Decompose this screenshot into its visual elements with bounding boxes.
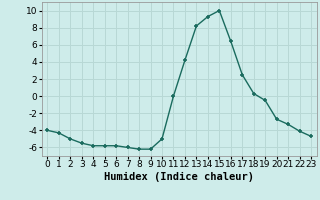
X-axis label: Humidex (Indice chaleur): Humidex (Indice chaleur) (104, 172, 254, 182)
